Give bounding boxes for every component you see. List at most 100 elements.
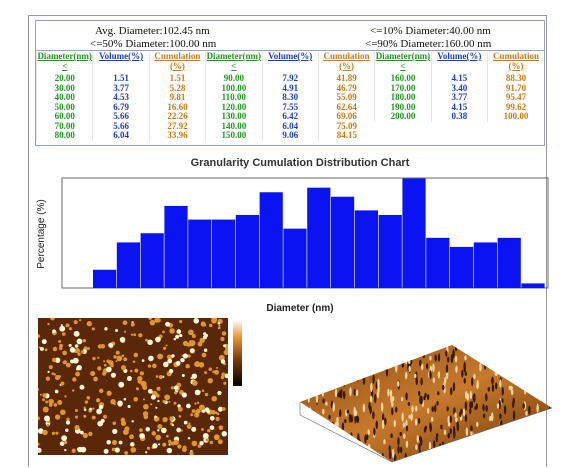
- peak: [331, 421, 334, 427]
- peak: [480, 351, 484, 357]
- peak: [484, 441, 488, 448]
- peak: [426, 407, 430, 414]
- peak: [384, 363, 388, 370]
- table-cell: 69.06: [317, 111, 375, 122]
- peak: [466, 447, 469, 453]
- peak: [364, 345, 368, 353]
- grain: [165, 321, 170, 327]
- peak: [411, 405, 414, 413]
- peak: [432, 363, 435, 373]
- table-cell: 27.92: [148, 121, 206, 131]
- peak: [300, 448, 303, 455]
- peak: [316, 364, 319, 373]
- table-cell: 30.00: [35, 83, 93, 93]
- peak: [510, 369, 514, 375]
- grain: [188, 422, 191, 425]
- grain: [106, 390, 112, 396]
- table-cell: 7.92: [261, 73, 319, 84]
- grain: [151, 431, 157, 436]
- column-header: Diameter(nm)<: [35, 51, 93, 74]
- peak: [336, 417, 339, 423]
- grain: [92, 356, 96, 361]
- peak: [508, 365, 511, 375]
- grain: [41, 339, 47, 345]
- peak: [423, 395, 426, 401]
- peak: [450, 354, 454, 364]
- table-cell: 80.00: [35, 130, 93, 141]
- grain: [139, 371, 145, 376]
- peak: [414, 373, 417, 379]
- table-cell: 6.42: [261, 111, 319, 122]
- peak: [319, 432, 322, 438]
- grain: [97, 366, 102, 371]
- peak: [544, 396, 547, 402]
- grain: [97, 420, 104, 427]
- peak: [350, 414, 353, 423]
- peak: [431, 406, 434, 412]
- peak: [489, 359, 493, 364]
- peak: [498, 451, 501, 457]
- peak: [404, 355, 408, 365]
- grain: [60, 381, 65, 386]
- peak: [547, 442, 551, 447]
- peak: [425, 363, 429, 370]
- grain: [73, 330, 80, 337]
- peak: [543, 353, 546, 358]
- table-cell: 8.30: [261, 92, 319, 103]
- grain: [170, 441, 175, 446]
- peak: [513, 377, 516, 385]
- peak: [372, 374, 375, 384]
- peak: [498, 457, 502, 462]
- peak: [368, 401, 371, 410]
- grain: [104, 327, 108, 331]
- grain: [51, 357, 57, 363]
- grain: [202, 433, 209, 439]
- table-cell: 60.00: [35, 111, 93, 122]
- peak: [325, 435, 329, 441]
- grain: [156, 386, 161, 391]
- peak: [346, 409, 349, 414]
- table-cell: 62.64: [317, 102, 375, 112]
- grain: [66, 417, 70, 421]
- peak: [506, 361, 509, 367]
- grain: [163, 361, 169, 368]
- grain: [155, 336, 161, 343]
- peak: [547, 418, 550, 427]
- peak: [507, 351, 510, 361]
- grain: [86, 395, 91, 400]
- peak: [351, 369, 354, 379]
- peak: [397, 437, 400, 446]
- grain: [51, 431, 56, 436]
- peak: [423, 427, 427, 433]
- bar: [164, 205, 188, 288]
- grain: [186, 424, 192, 429]
- table-cell: 110.00: [205, 92, 262, 103]
- grain: [147, 388, 153, 394]
- grain: [213, 434, 220, 441]
- peak: [358, 354, 362, 364]
- grain: [171, 354, 175, 358]
- grain: [178, 415, 182, 418]
- peak: [345, 443, 348, 448]
- bar: [426, 237, 450, 288]
- grain: [72, 357, 79, 364]
- bar: [473, 242, 497, 288]
- table-cell: 130.00: [205, 111, 262, 122]
- peak: [447, 422, 451, 427]
- grain: [119, 336, 126, 343]
- peak: [532, 427, 536, 435]
- peak: [300, 362, 303, 367]
- grain: [209, 440, 214, 445]
- peak: [416, 435, 419, 443]
- peak: [524, 421, 528, 431]
- peak: [469, 390, 473, 400]
- bar: [212, 219, 236, 288]
- grain: [92, 407, 95, 410]
- table-cell: 91.70: [487, 83, 544, 93]
- peak: [420, 377, 423, 386]
- grain: [217, 439, 223, 445]
- peak: [513, 368, 517, 378]
- grain: [38, 388, 40, 391]
- peak: [315, 394, 319, 404]
